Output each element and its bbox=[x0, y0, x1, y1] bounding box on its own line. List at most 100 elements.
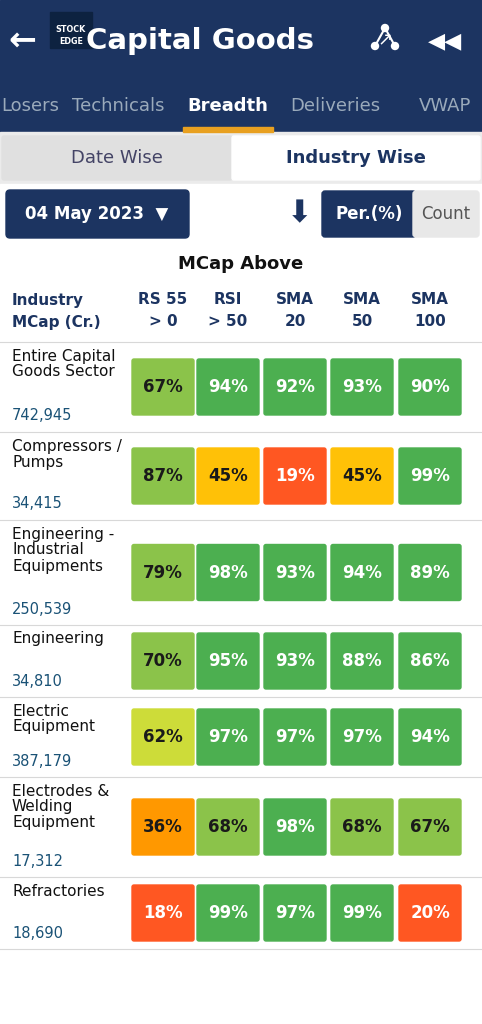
Text: Count: Count bbox=[421, 205, 470, 223]
Text: Technicals: Technicals bbox=[72, 97, 164, 115]
Text: Date Wise: Date Wise bbox=[71, 150, 163, 167]
Text: Compressors /: Compressors / bbox=[12, 438, 122, 454]
Text: 93%: 93% bbox=[275, 563, 315, 582]
Text: Per.(%): Per.(%) bbox=[335, 205, 402, 223]
Text: MCap (Cr.): MCap (Cr.) bbox=[12, 314, 101, 330]
FancyBboxPatch shape bbox=[132, 799, 194, 855]
Text: Equipments: Equipments bbox=[12, 558, 103, 573]
Text: 18%: 18% bbox=[143, 904, 183, 922]
Text: 92%: 92% bbox=[275, 378, 315, 396]
Text: 45%: 45% bbox=[342, 467, 382, 485]
Text: SMA: SMA bbox=[411, 293, 449, 307]
Text: 98%: 98% bbox=[208, 563, 248, 582]
Text: Losers: Losers bbox=[1, 97, 59, 115]
Text: Pumps: Pumps bbox=[12, 455, 63, 469]
Text: 387,179: 387,179 bbox=[12, 754, 72, 768]
Text: ⬇: ⬇ bbox=[287, 200, 313, 228]
Text: 742,945: 742,945 bbox=[12, 409, 72, 424]
Text: 45%: 45% bbox=[208, 467, 248, 485]
Text: 19%: 19% bbox=[275, 467, 315, 485]
Text: SMA: SMA bbox=[276, 293, 314, 307]
Text: Equipment: Equipment bbox=[12, 720, 95, 734]
Text: 50: 50 bbox=[351, 314, 373, 330]
Text: 94%: 94% bbox=[208, 378, 248, 396]
Text: 87%: 87% bbox=[143, 467, 183, 485]
Text: STOCK: STOCK bbox=[56, 26, 86, 35]
FancyBboxPatch shape bbox=[331, 633, 393, 689]
FancyBboxPatch shape bbox=[331, 359, 393, 415]
Text: 88%: 88% bbox=[342, 652, 382, 670]
Text: 95%: 95% bbox=[208, 652, 248, 670]
FancyBboxPatch shape bbox=[399, 449, 461, 504]
Text: MCap Above: MCap Above bbox=[178, 255, 304, 273]
Text: 36%: 36% bbox=[143, 818, 183, 836]
FancyBboxPatch shape bbox=[399, 359, 461, 415]
Text: Welding: Welding bbox=[12, 800, 73, 814]
Text: 97%: 97% bbox=[208, 728, 248, 746]
FancyBboxPatch shape bbox=[264, 709, 326, 765]
Text: Engineering -: Engineering - bbox=[12, 526, 114, 542]
FancyBboxPatch shape bbox=[132, 545, 194, 600]
FancyBboxPatch shape bbox=[413, 191, 479, 237]
FancyBboxPatch shape bbox=[399, 799, 461, 855]
Text: 18,690: 18,690 bbox=[12, 926, 63, 940]
Text: 97%: 97% bbox=[342, 728, 382, 746]
Text: Industry: Industry bbox=[12, 293, 84, 307]
FancyBboxPatch shape bbox=[331, 545, 393, 600]
Text: 20: 20 bbox=[284, 314, 306, 330]
Text: 93%: 93% bbox=[275, 652, 315, 670]
Text: 62%: 62% bbox=[143, 728, 183, 746]
Text: EDGE: EDGE bbox=[59, 38, 83, 46]
FancyBboxPatch shape bbox=[132, 633, 194, 689]
Bar bbox=[0, 80, 482, 132]
FancyBboxPatch shape bbox=[264, 633, 326, 689]
FancyBboxPatch shape bbox=[264, 449, 326, 504]
Text: > 0: > 0 bbox=[148, 314, 177, 330]
FancyBboxPatch shape bbox=[264, 885, 326, 941]
Text: 98%: 98% bbox=[275, 818, 315, 836]
Text: > 50: > 50 bbox=[208, 314, 248, 330]
Text: 100: 100 bbox=[414, 314, 446, 330]
Text: 04 May 2023  ▼: 04 May 2023 ▼ bbox=[26, 205, 169, 223]
FancyBboxPatch shape bbox=[399, 633, 461, 689]
Text: Capital Goods: Capital Goods bbox=[86, 27, 314, 55]
Text: 20%: 20% bbox=[410, 904, 450, 922]
FancyBboxPatch shape bbox=[264, 359, 326, 415]
Text: Industrial: Industrial bbox=[12, 543, 84, 557]
Text: Equipment: Equipment bbox=[12, 815, 95, 830]
FancyBboxPatch shape bbox=[399, 885, 461, 941]
Text: Breadth: Breadth bbox=[187, 97, 268, 115]
FancyBboxPatch shape bbox=[197, 359, 259, 415]
FancyBboxPatch shape bbox=[399, 709, 461, 765]
Text: 70%: 70% bbox=[143, 652, 183, 670]
Bar bbox=[0, 132, 482, 184]
FancyBboxPatch shape bbox=[6, 190, 189, 238]
Text: 67%: 67% bbox=[143, 378, 183, 396]
Text: 99%: 99% bbox=[410, 467, 450, 485]
FancyBboxPatch shape bbox=[132, 359, 194, 415]
Text: VWAP: VWAP bbox=[419, 97, 471, 115]
Text: ↗: ↗ bbox=[377, 31, 392, 49]
FancyBboxPatch shape bbox=[264, 799, 326, 855]
Text: 67%: 67% bbox=[410, 818, 450, 836]
FancyBboxPatch shape bbox=[232, 136, 480, 180]
Text: 34,810: 34,810 bbox=[12, 674, 63, 688]
FancyBboxPatch shape bbox=[331, 709, 393, 765]
Circle shape bbox=[391, 43, 399, 49]
Text: 17,312: 17,312 bbox=[12, 853, 63, 868]
Text: 79%: 79% bbox=[143, 563, 183, 582]
Text: Deliveries: Deliveries bbox=[290, 97, 380, 115]
FancyBboxPatch shape bbox=[331, 799, 393, 855]
Text: SMA: SMA bbox=[343, 293, 381, 307]
Text: 94%: 94% bbox=[410, 728, 450, 746]
FancyBboxPatch shape bbox=[197, 885, 259, 941]
Bar bbox=[50, 12, 92, 48]
Text: Electrodes &: Electrodes & bbox=[12, 783, 109, 799]
FancyBboxPatch shape bbox=[132, 449, 194, 504]
FancyBboxPatch shape bbox=[399, 545, 461, 600]
FancyBboxPatch shape bbox=[331, 449, 393, 504]
Text: 90%: 90% bbox=[410, 378, 450, 396]
Text: 34,415: 34,415 bbox=[12, 497, 63, 512]
Circle shape bbox=[381, 25, 388, 32]
Text: 68%: 68% bbox=[208, 818, 248, 836]
